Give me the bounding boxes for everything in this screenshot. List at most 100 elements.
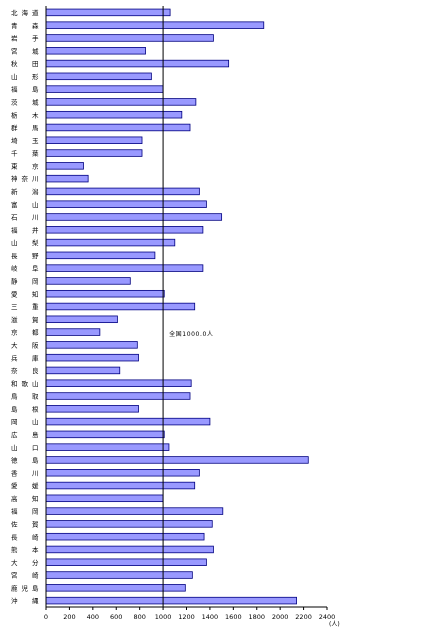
category-label: 栃木 xyxy=(11,110,39,119)
bar xyxy=(45,532,205,541)
bar xyxy=(45,405,139,413)
bar xyxy=(45,264,204,272)
category-label: 青森 xyxy=(11,21,39,30)
x-tick-label: 600 xyxy=(110,613,122,621)
category-label: 三重 xyxy=(11,303,39,311)
category-label: 富山 xyxy=(11,200,39,209)
category-label: 愛知 xyxy=(11,289,39,298)
bar xyxy=(45,520,213,528)
category-label: 秋田 xyxy=(11,59,39,68)
category-label: 山形 xyxy=(11,72,39,81)
category-label: 福井 xyxy=(11,225,39,234)
category-label: 茨城 xyxy=(11,98,39,107)
bar xyxy=(45,72,152,81)
category-label: 山梨 xyxy=(11,238,39,247)
category-label: 長野 xyxy=(11,252,39,260)
x-tick-label: 1000 xyxy=(155,613,172,621)
category-label: 岩手 xyxy=(11,34,39,43)
category-label: 神奈川 xyxy=(11,174,39,183)
category-label: 広島 xyxy=(11,430,39,439)
x-tick-label: 2400 xyxy=(319,613,336,621)
x-tick-label: 400 xyxy=(87,613,99,621)
bar xyxy=(45,277,131,285)
category-label: 香川 xyxy=(11,468,39,477)
bar xyxy=(45,366,121,375)
bar xyxy=(45,430,165,439)
category-label: 沖縄 xyxy=(11,596,39,605)
bar xyxy=(45,545,214,554)
category-label: 愛媛 xyxy=(11,481,39,490)
category-label: 大分 xyxy=(11,558,39,567)
category-label: 北海道 xyxy=(11,8,39,17)
category-label: 東京 xyxy=(11,161,39,170)
bar xyxy=(45,34,214,42)
bar xyxy=(45,584,186,592)
x-tick-label: 800 xyxy=(133,613,145,621)
category-label: 鹿児島 xyxy=(11,583,39,592)
bar xyxy=(45,47,146,55)
category-label: 岡山 xyxy=(11,417,39,426)
category-label: 滋賀 xyxy=(11,315,39,324)
x-tick-label: 1200 xyxy=(178,613,195,621)
x-unit-label: (人) xyxy=(329,621,340,628)
category-label: 宮城 xyxy=(11,46,39,55)
x-tick-label: 2000 xyxy=(272,613,289,621)
bar xyxy=(45,341,138,349)
category-label: 熊本 xyxy=(11,545,39,554)
category-label: 徳島 xyxy=(11,456,39,465)
bar xyxy=(45,417,211,426)
bar xyxy=(45,507,224,515)
bar xyxy=(45,85,164,93)
bar xyxy=(45,443,170,451)
bar xyxy=(45,596,297,605)
bar xyxy=(45,98,197,106)
category-label: 佐賀 xyxy=(11,519,39,528)
category-label: 京都 xyxy=(11,328,39,337)
bar xyxy=(45,238,176,247)
bar xyxy=(45,328,101,336)
bar xyxy=(45,289,165,298)
bar xyxy=(45,353,139,362)
x-tick-label: 0 xyxy=(44,613,48,621)
bar xyxy=(45,213,223,221)
bar xyxy=(45,571,193,579)
bar xyxy=(45,162,84,170)
bar xyxy=(45,494,164,503)
bar xyxy=(45,251,156,260)
category-label: 福島 xyxy=(11,85,39,94)
bar xyxy=(45,21,265,29)
bar xyxy=(45,174,89,183)
category-label: 大阪 xyxy=(11,340,39,349)
category-label: 岐阜 xyxy=(11,264,39,273)
bar xyxy=(45,302,196,311)
x-tick-label: 1600 xyxy=(225,613,242,621)
x-tick-label: 1400 xyxy=(202,613,219,621)
bar xyxy=(45,136,143,144)
category-label: 埼玉 xyxy=(11,136,39,145)
bar xyxy=(45,123,191,132)
bar xyxy=(45,558,207,566)
bar xyxy=(45,149,143,157)
bar xyxy=(45,187,200,196)
bar xyxy=(45,8,171,17)
category-label: 群馬 xyxy=(11,123,39,132)
bar xyxy=(45,456,309,464)
x-tick-label: 1800 xyxy=(248,613,265,621)
bar xyxy=(45,59,230,68)
bar xyxy=(45,200,207,208)
category-label: 福岡 xyxy=(11,507,39,516)
bar xyxy=(45,392,191,400)
category-label: 長崎 xyxy=(11,532,39,541)
reference-label: 全国1000.0人 xyxy=(169,330,213,338)
category-label: 和歌山 xyxy=(11,379,39,388)
bar xyxy=(45,469,200,477)
category-label: 山口 xyxy=(11,443,39,452)
bar xyxy=(45,481,196,490)
category-label: 千葉 xyxy=(11,149,39,158)
category-label: 鳥取 xyxy=(11,392,39,401)
bar xyxy=(45,226,204,234)
category-label: 静岡 xyxy=(11,277,39,286)
x-tick-label: 200 xyxy=(63,613,75,621)
category-label: 兵庫 xyxy=(11,353,39,362)
